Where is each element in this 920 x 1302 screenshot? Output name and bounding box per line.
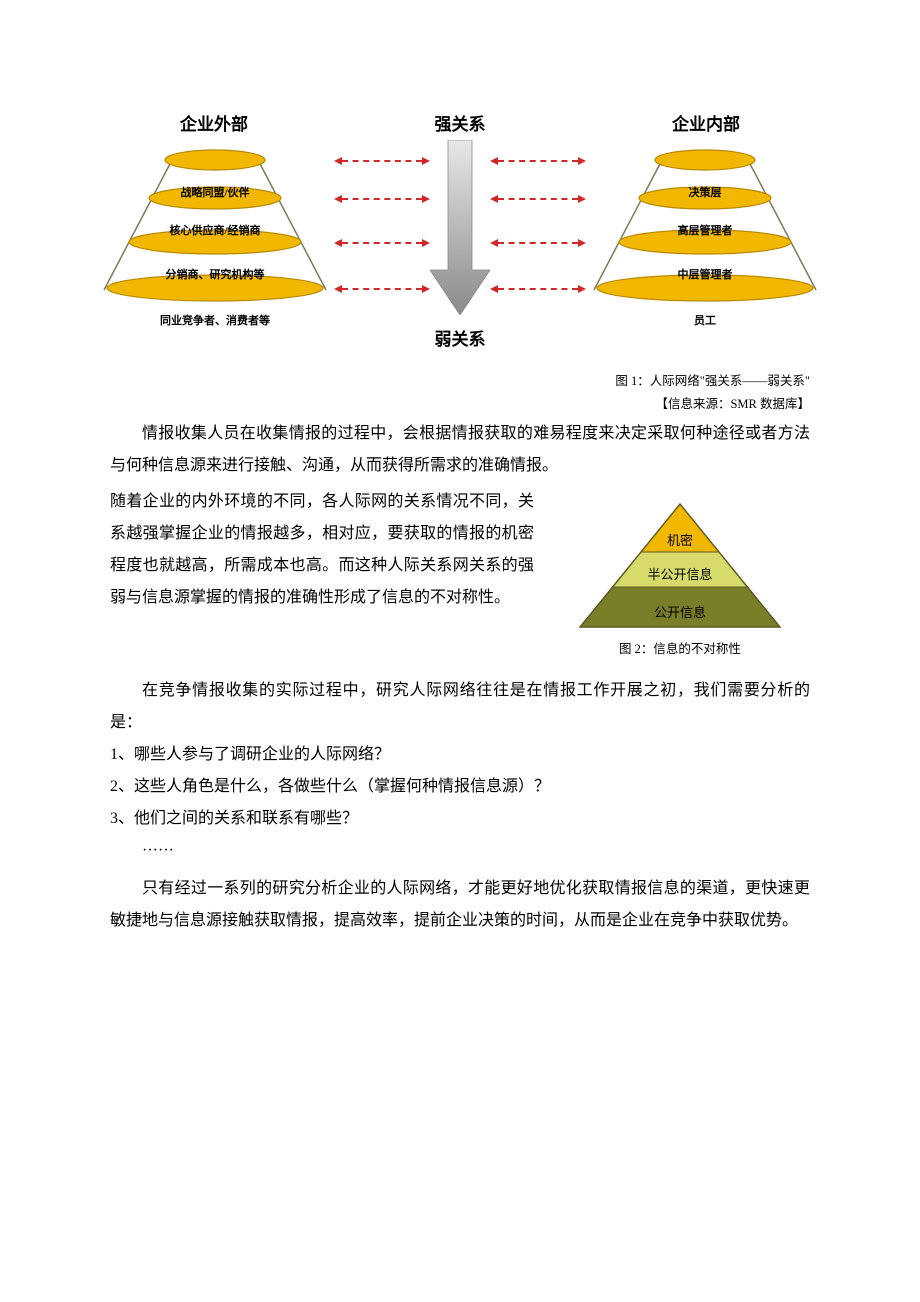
paragraph-3: 在竞争情报收集的实际过程中，研究人际网络往往是在情报工作开展之初，我们需要分析的… [110,675,810,739]
left-level-4: 同业竞争者、消费者等 [160,312,270,328]
right-level-1: 决策层 [689,184,722,200]
pyramid-level-1: 机密 [550,530,810,549]
left-level-3: 分销商、研究机构等 [166,266,265,282]
dash-r1 [498,160,578,162]
dash-l1 [342,160,422,162]
fig1-caption: 图 1：人际网络"强关系——弱关系" [110,370,810,389]
right-level-3: 中层管理者 [678,266,733,282]
ellipsis-dots: ······ [110,835,810,867]
right-funnel: 决策层 高层管理者 中层管理者 员工 [590,140,820,310]
pyramid-level-2: 半公开信息 [550,564,810,583]
center-arrow [430,140,490,320]
left-funnel: 战略同盟/伙伴 核心供应商/经销商 分销商、研究机构等 同业竞争者、消费者等 [100,140,330,310]
paragraph-2-with-pyramid: 机密 半公开信息 公开信息 图 2：信息的不对称性 随着企业的内外环境的不同，各… [110,486,810,657]
left-level-1: 战略同盟/伙伴 [180,184,249,200]
right-col-title: 企业内部 [672,110,740,135]
pyramid-figure: 机密 半公开信息 公开信息 图 2：信息的不对称性 [550,492,810,657]
center-bottom-label: 弱关系 [435,325,486,350]
paragraph-4: 只有经过一系列的研究分析企业的人际网络，才能更好地优化获取情报信息的渠道，更快速… [110,873,810,937]
center-top-label: 强关系 [435,110,486,135]
dash-l4 [342,288,422,290]
question-2: 2、这些人角色是什么，各做些什么（掌握何种情报信息源）？ [110,771,810,803]
diagram-strong-weak: 企业外部 强关系 企业内部 [110,110,810,360]
fig1-source: 【信息来源：SMR 数据库】 [110,393,810,412]
fig2-caption: 图 2：信息的不对称性 [550,638,810,657]
dash-l3 [342,242,422,244]
right-level-4: 员工 [694,312,716,328]
pyramid-level-3: 公开信息 [550,602,810,621]
left-level-2: 核心供应商/经销商 [169,222,260,238]
right-level-2: 高层管理者 [678,222,733,238]
dash-r3 [498,242,578,244]
dash-r4 [498,288,578,290]
question-1: 1、哪些人参与了调研企业的人际网络？ [110,739,810,771]
left-col-title: 企业外部 [180,110,248,135]
dash-r2 [498,198,578,200]
dash-l2 [342,198,422,200]
paragraph-1: 情报收集人员在收集情报的过程中，会根据情报获取的难易程度来决定采取何种途径或者方… [110,418,810,482]
question-3: 3、他们之间的关系和联系有哪些？ [110,803,810,835]
